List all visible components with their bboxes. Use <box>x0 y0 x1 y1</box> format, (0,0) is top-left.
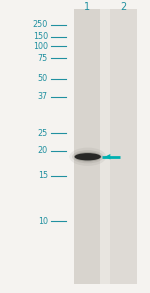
Text: 75: 75 <box>38 54 48 62</box>
FancyBboxPatch shape <box>110 9 136 284</box>
Text: 25: 25 <box>38 129 48 138</box>
Text: 10: 10 <box>38 217 48 226</box>
Ellipse shape <box>74 152 102 161</box>
Text: 20: 20 <box>38 146 48 155</box>
Text: 15: 15 <box>38 171 48 180</box>
Ellipse shape <box>69 148 106 166</box>
Text: 50: 50 <box>38 74 48 83</box>
Text: 37: 37 <box>38 92 48 101</box>
FancyBboxPatch shape <box>74 9 136 284</box>
Text: 1: 1 <box>84 2 90 12</box>
FancyBboxPatch shape <box>74 9 100 284</box>
Text: 2: 2 <box>120 2 126 12</box>
Ellipse shape <box>75 153 101 161</box>
Text: 150: 150 <box>33 32 48 41</box>
Ellipse shape <box>72 150 104 163</box>
Text: 250: 250 <box>33 21 48 29</box>
Text: 100: 100 <box>33 42 48 51</box>
